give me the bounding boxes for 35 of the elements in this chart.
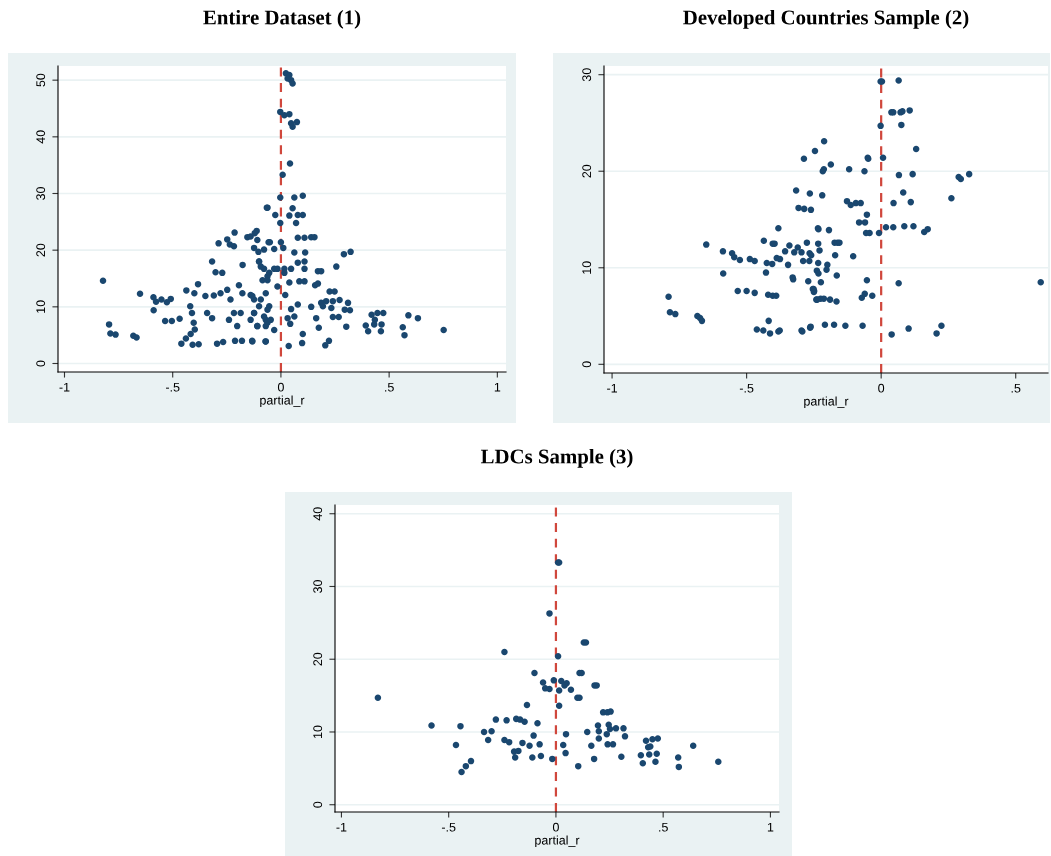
x-tick-label: 0 bbox=[552, 822, 559, 832]
y-tick-label: 10 bbox=[313, 725, 323, 738]
x-tick-label: .5 bbox=[659, 822, 668, 832]
chart-title: Developed Countries Sample (2) bbox=[683, 9, 969, 29]
y-tick-label: 0 bbox=[313, 801, 323, 808]
y-tick-label: 20 bbox=[36, 243, 46, 257]
x-tick-label: -.5 bbox=[165, 382, 180, 392]
x-axis-title: partial_r bbox=[535, 835, 580, 848]
x-tick-label: -.5 bbox=[739, 383, 754, 393]
y-tick-label: 20 bbox=[313, 652, 323, 666]
x-tick-label: 0 bbox=[878, 383, 885, 393]
y-tick-label: 20 bbox=[582, 164, 592, 178]
y-tick-label: 30 bbox=[313, 580, 323, 593]
x-tick-label: -1 bbox=[336, 822, 347, 832]
x-tick-label: -.5 bbox=[441, 822, 456, 832]
y-tick-label: 30 bbox=[582, 68, 592, 82]
x-axis-title: partial_r bbox=[260, 395, 305, 408]
x-tick-label: .5 bbox=[385, 382, 394, 392]
y-tick-label: 50 bbox=[36, 73, 46, 87]
x-tick-label: 1 bbox=[767, 822, 774, 832]
x-axis-title: partial_r bbox=[804, 396, 849, 409]
chart-title: LDCs Sample (3) bbox=[480, 448, 633, 468]
x-tick-label: .5 bbox=[1011, 383, 1021, 393]
y-tick-label: 10 bbox=[36, 300, 46, 313]
y-tick-label: 30 bbox=[36, 187, 46, 200]
y-tick-label: 0 bbox=[582, 361, 592, 368]
y-tick-label: 10 bbox=[582, 261, 592, 274]
x-tick-label: 1 bbox=[494, 382, 501, 392]
y-tick-label: 40 bbox=[36, 130, 46, 144]
y-tick-label: 0 bbox=[36, 360, 46, 367]
chart-title: Entire Dataset (1) bbox=[203, 9, 361, 29]
x-tick-label: -1 bbox=[607, 383, 618, 393]
y-tick-label: 40 bbox=[313, 507, 323, 521]
x-tick-label: -1 bbox=[59, 382, 70, 392]
x-tick-label: 0 bbox=[277, 382, 284, 392]
